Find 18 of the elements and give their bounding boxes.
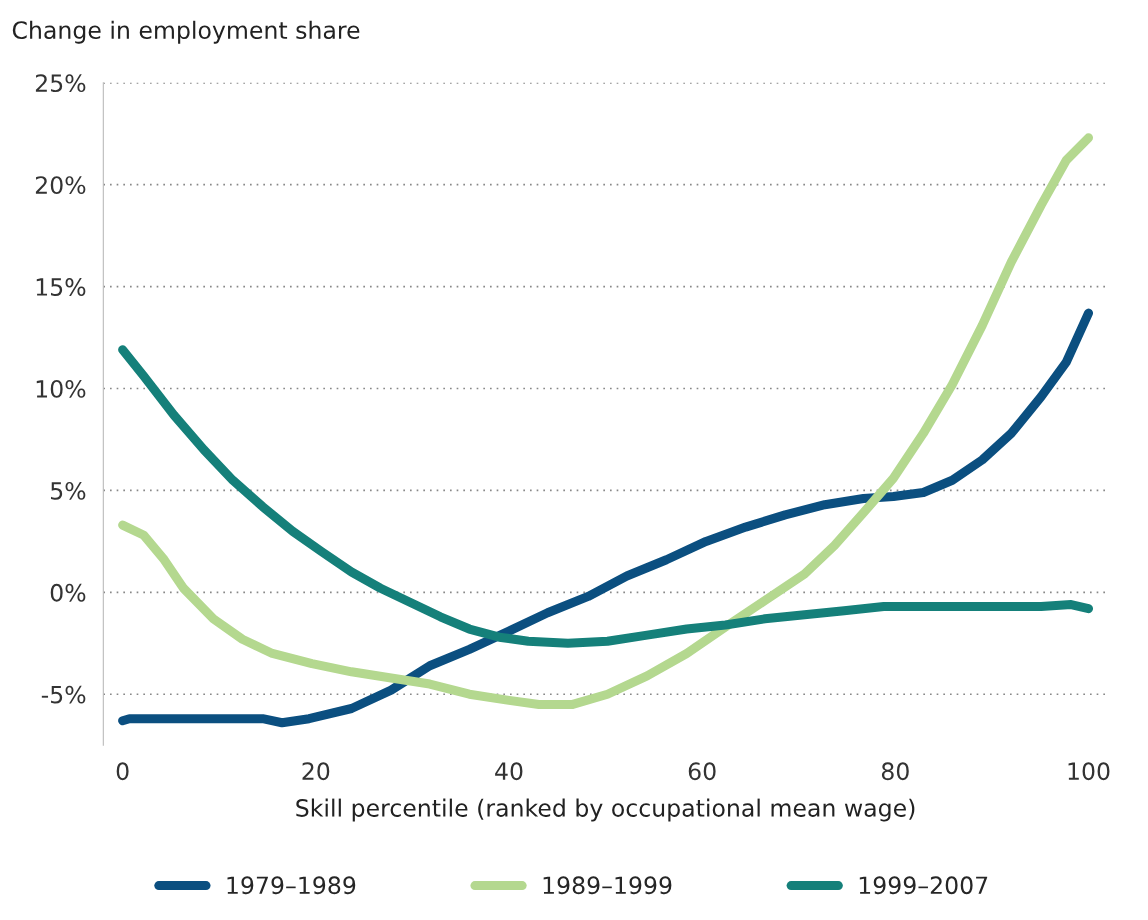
y-tick-label: 25%	[35, 74, 86, 93]
legend-label: 1989–1999	[543, 876, 672, 895]
x-tick-label: 60	[688, 762, 716, 781]
y-tick-label: -5%	[41, 685, 86, 704]
legend-label: 1979–1989	[227, 876, 356, 895]
x-tick-label: 100	[1068, 762, 1110, 781]
y-tick-label: 20%	[35, 176, 86, 195]
legend-label: 1999–2007	[859, 876, 988, 895]
x-tick-label: 80	[881, 762, 909, 781]
y-tick-label: 0%	[50, 583, 86, 602]
y-tick-label: 5%	[51, 481, 86, 500]
y-tick-label: 15%	[36, 278, 86, 296]
x-tick-label: 20	[302, 762, 330, 781]
x-axis-title: Skill percentile (ranked by occupational mean wage)	[296, 798, 915, 822]
x-tick-label: 0	[116, 762, 129, 781]
y-axis-title: Change in employment share	[12, 20, 360, 44]
x-tick-label: 40	[495, 762, 523, 781]
y-tick-label: 10%	[36, 379, 86, 398]
